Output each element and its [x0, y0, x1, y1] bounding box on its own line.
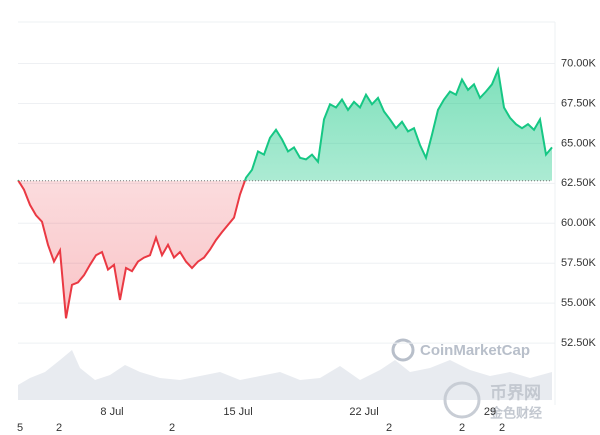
y-tick-label: 52.50K — [561, 337, 597, 349]
x-tick-label: 15 Jul — [223, 406, 252, 418]
volume-area — [18, 350, 552, 400]
y-tick-label: 70.00K — [561, 57, 597, 69]
bottom-label: 2 — [459, 422, 465, 434]
area-up — [18, 69, 552, 181]
y-tick-label: 60.00K — [561, 217, 597, 229]
bottom-label: 2 — [169, 422, 175, 434]
price-line-down — [17, 180, 246, 319]
watermark-cn-logo — [443, 381, 481, 419]
y-tick-label: 55.00K — [561, 297, 597, 309]
y-tick-label: 67.50K — [561, 97, 597, 109]
watermark-cn-text: 金色财经 — [489, 405, 542, 420]
x-tick-label: 29 — [484, 406, 496, 418]
watermark-logo — [391, 338, 415, 362]
price-line-up — [17, 66, 553, 181]
bottom-label: 2 — [499, 422, 505, 434]
bottom-label: 2 — [56, 422, 62, 434]
x-tick-label: 22 Jul — [349, 406, 378, 418]
bottom-label: 2 — [386, 422, 392, 434]
bottom-label: 5 — [17, 422, 23, 434]
watermark-text: CoinMarketCap — [420, 342, 530, 359]
y-tick-label: 65.00K — [561, 137, 597, 149]
x-tick-label: 8 Jul — [100, 406, 123, 418]
area-down — [18, 180, 245, 319]
watermark: CoinMarketCap 币界网 金色财经 — [391, 338, 542, 420]
y-tick-label: 62.50K — [561, 177, 597, 189]
watermark-cn-text: 币界网 — [490, 383, 541, 402]
y-tick-label: 57.50K — [561, 257, 597, 269]
